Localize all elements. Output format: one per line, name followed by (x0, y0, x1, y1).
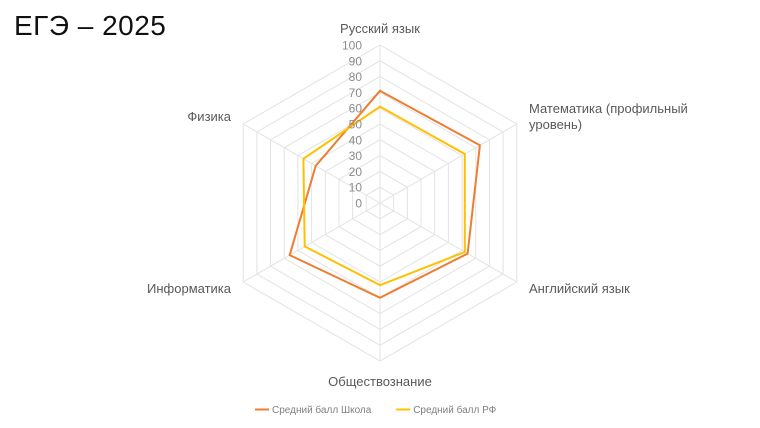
axis-label: Математика (профильный уровень) (529, 101, 688, 132)
axis-label-line: Физика (187, 109, 231, 124)
series-line (288, 89, 481, 299)
chart-series (288, 89, 481, 299)
tick-label: 50 (349, 118, 363, 132)
axis-label-line: Математика (профильный (529, 101, 688, 116)
tick-label: 0 (355, 197, 362, 211)
axis-label: Обществознание (328, 374, 432, 389)
chart-legend: Средний балл Школа Средний балл РФ (255, 404, 497, 416)
grid-spoke (242, 202, 381, 283)
axis-label-line: Информатика (147, 281, 232, 296)
axis-label-line: Английский язык (529, 281, 630, 296)
tick-label: 10 (349, 181, 363, 195)
axis-label: Физика (187, 109, 231, 124)
axis-label-line: уровень) (529, 117, 582, 132)
tick-label: 80 (349, 70, 363, 84)
grid-spoke (379, 202, 518, 283)
tick-label: 40 (349, 133, 363, 147)
legend-label: Средний балл РФ (413, 404, 496, 416)
tick-label: 20 (349, 165, 363, 179)
tick-label: 90 (349, 54, 363, 68)
legend-label: Средний балл Школа (272, 404, 372, 416)
tick-label: 30 (349, 149, 363, 163)
chart-axis-labels: Русский язык Математика (профильный уровен… (147, 21, 688, 389)
grid-spoke (379, 123, 518, 204)
axis-label-line: Русский язык (340, 21, 420, 36)
tick-label: 100 (342, 39, 362, 53)
slide-title: ЕГЭ – 2025 (14, 10, 167, 41)
axis-label-line: Обществознание (328, 374, 432, 389)
grid-spoke (242, 123, 381, 204)
tick-label: 70 (349, 86, 363, 100)
axis-label: Информатика (147, 281, 232, 296)
chart-grid (242, 44, 518, 362)
series-line (302, 105, 466, 287)
axis-label: Русский язык (340, 21, 420, 36)
axis-label: Английский язык (529, 281, 630, 296)
tick-label: 60 (349, 102, 363, 116)
